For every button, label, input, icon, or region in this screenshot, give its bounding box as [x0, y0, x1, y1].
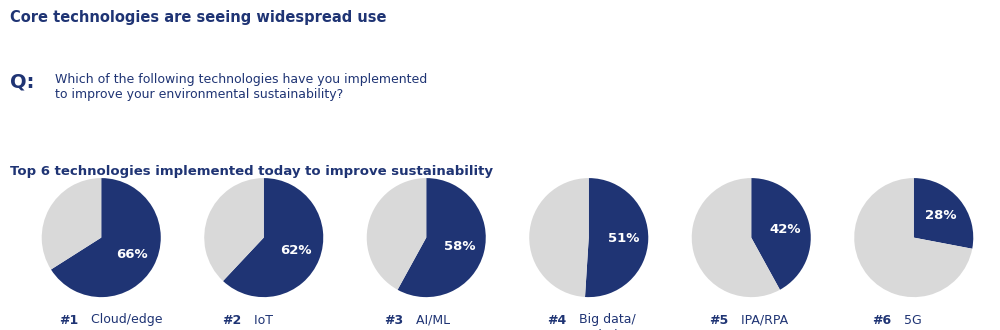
Wedge shape [854, 178, 972, 297]
Text: IPA/RPA: IPA/RPA [737, 314, 788, 326]
Text: Cloud/edge: Cloud/edge [87, 314, 163, 326]
Text: AI/ML: AI/ML [412, 314, 450, 326]
Text: 42%: 42% [769, 222, 800, 236]
Text: 28%: 28% [925, 209, 956, 222]
Text: 66%: 66% [116, 248, 147, 261]
Text: #1: #1 [59, 314, 78, 326]
Text: 51%: 51% [608, 232, 639, 245]
Wedge shape [914, 178, 973, 249]
Text: Q:: Q: [10, 73, 34, 92]
Text: #6: #6 [872, 314, 891, 326]
Wedge shape [367, 178, 426, 290]
Text: #2: #2 [222, 314, 241, 326]
Text: Top 6 technologies implemented today to improve sustainability: Top 6 technologies implemented today to … [10, 165, 493, 178]
Text: 62%: 62% [280, 244, 312, 257]
Wedge shape [51, 178, 161, 297]
Wedge shape [42, 178, 101, 270]
Text: Which of the following technologies have you implemented
to improve your environ: Which of the following technologies have… [55, 73, 427, 101]
Text: 5G: 5G [900, 314, 922, 326]
Text: #3: #3 [384, 314, 403, 326]
Text: Big data/
analytics: Big data/ analytics [575, 314, 636, 330]
Text: #5: #5 [709, 314, 728, 326]
Text: #4: #4 [547, 314, 566, 326]
Text: Core technologies are seeing widespread use: Core technologies are seeing widespread … [10, 10, 386, 25]
Wedge shape [751, 178, 811, 290]
Wedge shape [223, 178, 323, 297]
Text: IoT: IoT [250, 314, 273, 326]
Wedge shape [585, 178, 648, 297]
Wedge shape [204, 178, 264, 281]
Wedge shape [398, 178, 486, 297]
Wedge shape [692, 178, 780, 297]
Text: 58%: 58% [444, 240, 475, 253]
Wedge shape [529, 178, 589, 297]
